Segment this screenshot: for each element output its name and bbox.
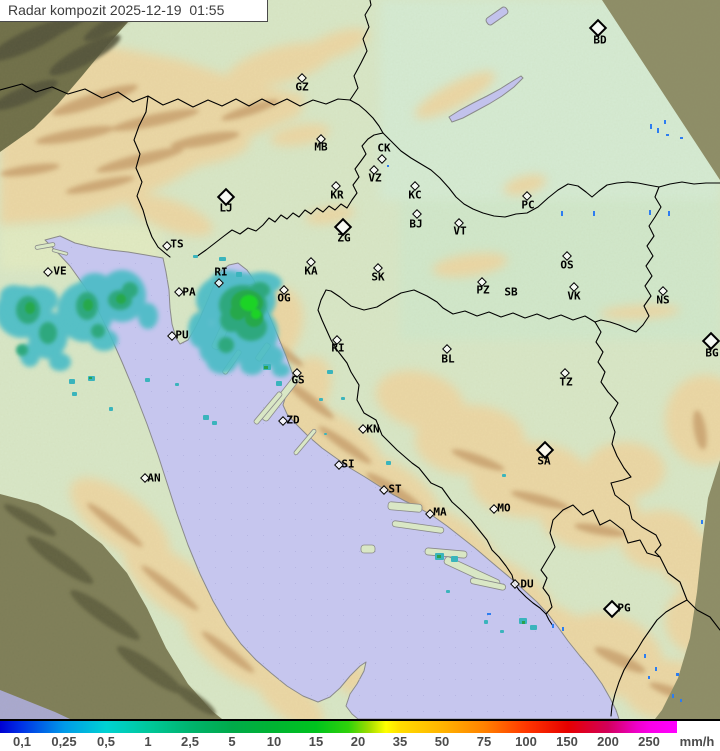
lake-balaton — [448, 75, 524, 123]
map-title: Radar kompozit 2025-12-19 01:55 — [8, 2, 225, 18]
legend-tick-50: 50 — [434, 734, 450, 749]
legend-tick-100: 100 — [515, 734, 537, 749]
legend-tick-200: 200 — [597, 734, 619, 749]
legend-tick-150: 150 — [556, 734, 578, 749]
legend-tick-5: 5 — [228, 734, 236, 749]
legend-tick-20: 20 — [350, 734, 366, 749]
intensity-legend: 0,1 0,25 0,5 1 2,5 5 10 15 20 35 50 75 100 150 200 250 m… — [0, 719, 720, 751]
radar-map: GZ MB CK VZ KR KC BJ LJ ZG TS VE RI PA OG PU KA SK VT PC BD… — [0, 0, 720, 719]
legend-unit: mm/h — [679, 734, 715, 749]
radar-dashes — [387, 120, 703, 702]
map-canvas — [0, 0, 720, 719]
legend-tick-1: 1 — [144, 734, 152, 749]
title-bar: Radar kompozit 2025-12-19 01:55 — [0, 0, 268, 22]
legend-tick-0,1: 0,1 — [12, 734, 32, 749]
legend-gradient-bar — [0, 721, 677, 733]
lake-small — [485, 6, 509, 26]
country-borders — [0, 0, 720, 717]
radar-echo-core — [240, 295, 261, 319]
legend-tick-250: 250 — [638, 734, 660, 749]
legend-tick-15: 15 — [308, 734, 324, 749]
legend-tick-10: 10 — [266, 734, 282, 749]
legend-tick-0,25: 0,25 — [51, 734, 77, 749]
legend-tick-2,5: 2,5 — [180, 734, 200, 749]
legend-tick-35: 35 — [392, 734, 408, 749]
legend-tick-0,5: 0,5 — [96, 734, 116, 749]
legend-labels: 0,1 0,25 0,5 1 2,5 5 10 15 20 35 50 75 100 150 200 250 m… — [0, 733, 720, 751]
radar-specks — [69, 255, 537, 633]
lakes — [448, 6, 524, 123]
legend-tick-75: 75 — [476, 734, 492, 749]
